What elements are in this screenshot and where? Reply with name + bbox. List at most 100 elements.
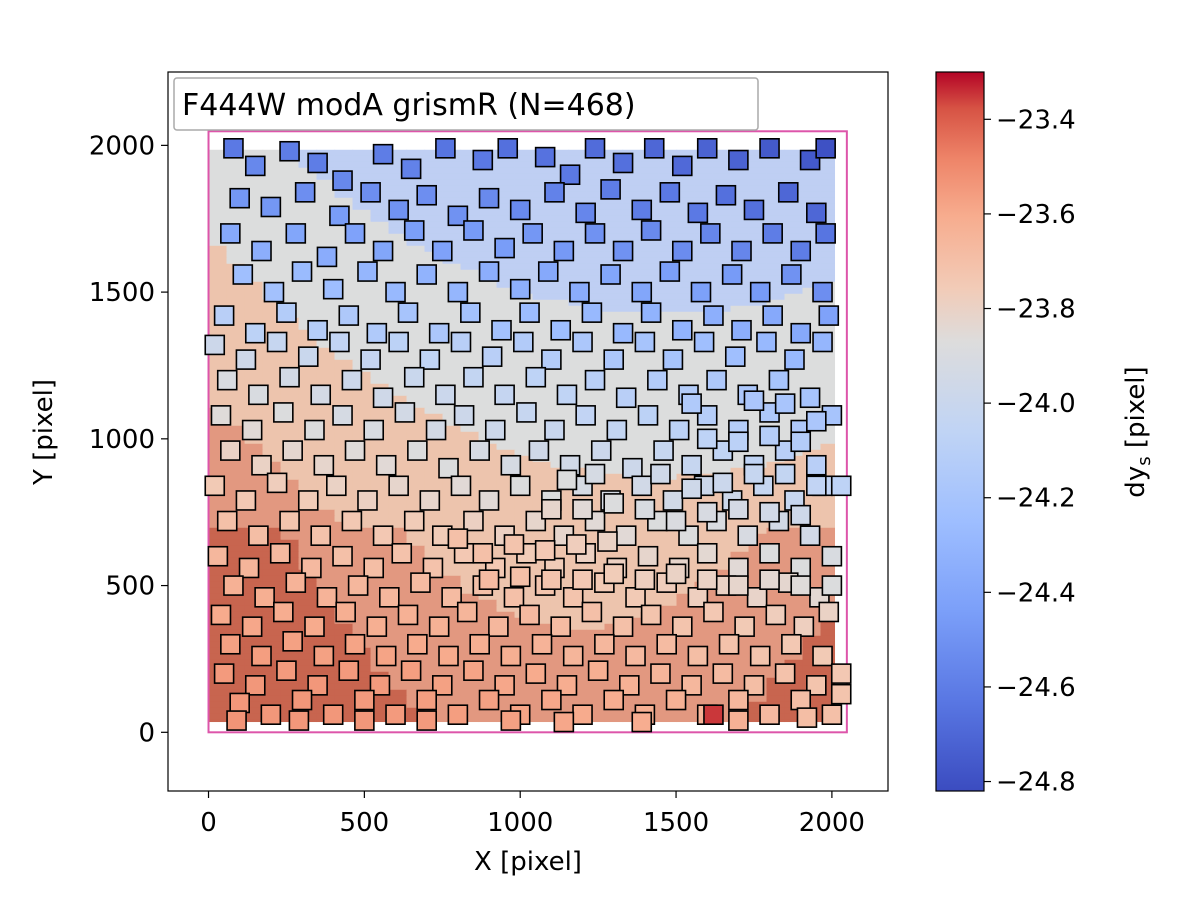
contour-cell (604, 659, 624, 667)
contour-cell (424, 545, 444, 553)
contour-cell (280, 197, 300, 205)
contour-cell (208, 221, 228, 229)
contour-cell (424, 179, 444, 187)
data-point (631, 281, 653, 303)
data-point (728, 689, 749, 711)
data-point (329, 331, 350, 353)
contour-cell (568, 437, 588, 445)
contour-cell (802, 317, 822, 325)
contour-cell (280, 215, 300, 223)
contour-cell (352, 311, 372, 319)
contour-cell (298, 407, 318, 415)
contour-cell (496, 347, 516, 355)
contour-cell (442, 227, 462, 235)
contour-cell (478, 407, 498, 415)
contour-cell (496, 359, 516, 367)
contour-cell (406, 197, 426, 205)
contour-cell (586, 347, 606, 355)
contour-cell (694, 299, 714, 307)
contour-cell (424, 389, 444, 397)
contour-cell (478, 515, 498, 523)
contour-cell (442, 155, 462, 163)
contour-cell (352, 209, 372, 217)
contour-cell (298, 299, 318, 307)
contour-cell (208, 257, 228, 265)
contour-cell (802, 275, 822, 283)
contour-cell (820, 209, 836, 217)
data-point (503, 587, 525, 608)
contour-cell (298, 641, 318, 649)
contour-cell (640, 653, 660, 661)
contour-cell (316, 197, 336, 205)
contour-cell (208, 365, 228, 373)
data-point (541, 498, 562, 520)
contour-cell (604, 203, 624, 211)
contour-cell (496, 491, 516, 499)
data-point (821, 575, 843, 596)
contour-cell (226, 311, 246, 319)
contour-cell (478, 533, 498, 541)
contour-cell (406, 401, 426, 409)
contour-cell (352, 389, 372, 397)
contour-cell (748, 563, 768, 571)
data-point (241, 419, 263, 441)
data-point (238, 557, 260, 579)
contour-cell (388, 521, 408, 529)
contour-cell (424, 641, 444, 649)
contour-cell (262, 395, 282, 403)
contour-cell (298, 539, 318, 547)
contour-cell (478, 173, 498, 181)
data-point (681, 454, 702, 476)
contour-cell (694, 365, 714, 373)
contour-cell (352, 479, 372, 487)
contour-cell (676, 227, 696, 235)
contour-cell (784, 341, 804, 349)
contour-cell (316, 425, 336, 433)
contour-cell (568, 641, 588, 649)
contour-cell (370, 293, 390, 301)
contour-cell (802, 371, 822, 379)
contour-cell (514, 635, 534, 643)
contour-cell (820, 245, 836, 253)
contour-cell (262, 185, 282, 193)
data-point (335, 601, 356, 623)
contour-cell (640, 461, 660, 469)
contour-cell (802, 257, 822, 265)
contour-cell (208, 689, 228, 697)
data-point (428, 322, 450, 344)
contour-cell (406, 683, 426, 691)
data-point (478, 187, 500, 209)
contour-cell (586, 275, 606, 283)
contour-cell (514, 185, 534, 193)
contour-cell (604, 299, 624, 307)
contour-cell (478, 395, 498, 403)
data-point (251, 454, 272, 476)
contour-cell (478, 341, 498, 349)
contour-cell (514, 515, 534, 523)
contour-cell (514, 395, 534, 403)
contour-cell (586, 359, 606, 367)
colorbar-tick-label: −23.8 (996, 295, 1076, 325)
contour-cell (388, 695, 408, 703)
contour-cell (784, 317, 804, 325)
contour-cell (748, 449, 768, 457)
contour-cell (406, 539, 426, 547)
contour-cell (424, 287, 444, 295)
contour-cell (226, 299, 246, 307)
contour-cell (352, 251, 372, 259)
contour-cell (532, 533, 552, 541)
contour-cell (712, 593, 732, 601)
data-point (790, 431, 812, 453)
contour-cell (514, 443, 534, 451)
contour-cell (694, 395, 714, 403)
contour-cell (568, 191, 588, 199)
contour-cell (262, 353, 282, 361)
contour-cell (496, 431, 516, 439)
contour-cell (460, 653, 480, 661)
contour-cell (820, 533, 836, 541)
contour-cell (586, 335, 606, 343)
contour-cell (244, 695, 264, 703)
contour-cell (802, 239, 822, 247)
contour-cell (676, 359, 696, 367)
contour-cell (226, 401, 246, 409)
